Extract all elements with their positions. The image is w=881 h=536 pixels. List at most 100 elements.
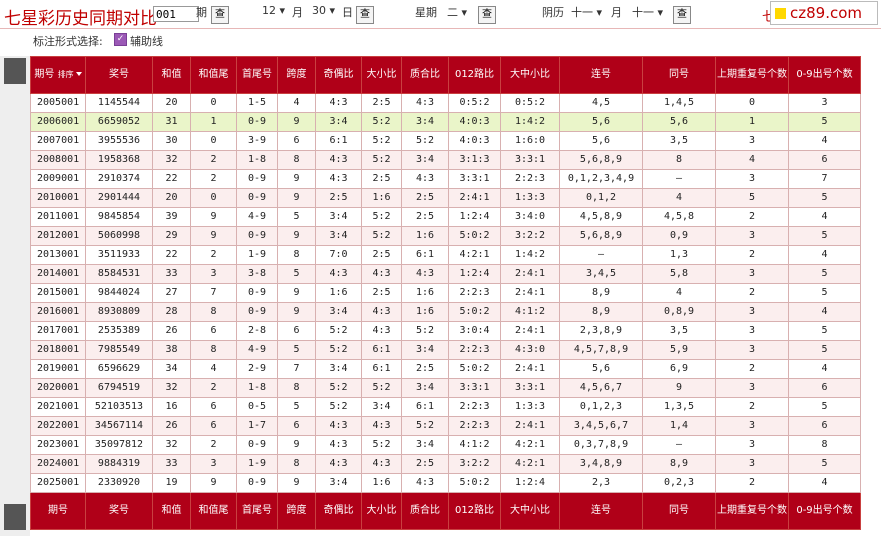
table-cell: 5,6,8,9	[559, 226, 643, 246]
table-cell: 2:5	[315, 188, 362, 208]
table-cell: 1:3:3	[500, 188, 560, 208]
lunar-day-select[interactable]: 十一 ▾	[632, 6, 664, 19]
table-cell: 3:4	[315, 473, 362, 493]
table-cell: 19	[152, 473, 191, 493]
table-row[interactable]: 2017001 2535389 26 6 2-8 6 5:2 4:3 5:2 3:0:4 2:4:1…	[30, 321, 861, 341]
table-cell: –	[642, 169, 716, 189]
table-cell: 0-9	[236, 435, 278, 455]
table-cell: 5:2	[401, 416, 449, 436]
table-cell: 3:4	[401, 112, 449, 132]
sort-icon[interactable]	[75, 72, 82, 76]
column-footer: 期号	[30, 492, 86, 530]
table-cell: 26	[152, 321, 191, 341]
helper-line-checkbox[interactable]: ✓	[114, 33, 127, 46]
issue-label: 期	[196, 6, 207, 19]
table-cell: 2009001	[30, 169, 86, 189]
table-row[interactable]: 2020001 6794519 32 2 1-8 8 5:2 5:2 3:4 3:3:1 3:3:1…	[30, 378, 861, 398]
table-row[interactable]: 2025001 2330920 19 9 0-9 9 3:4 1:6 4:3 5:0:2 1:2:4…	[30, 473, 861, 493]
table-row[interactable]: 2008001 1958368 32 2 1-8 8 4:3 5:2 3:4 3:1:3 3:3:1…	[30, 150, 861, 170]
table-cell: 34567114	[85, 416, 153, 436]
table-cell: 3	[190, 264, 237, 284]
table-cell: 8	[277, 150, 316, 170]
table-row[interactable]: 2007001 3955536 30 0 3-9 6 6:1 5:2 5:2 4:0:3 1:6:0…	[30, 131, 861, 151]
table-cell: 8584531	[85, 264, 153, 284]
table-row[interactable]: 2021001 52103513 16 6 0-5 5 5:2 3:4 6:1 2:2:3 1:3:…	[30, 397, 861, 417]
logo-square-icon	[775, 7, 786, 19]
table-row[interactable]: 2005001 1145544 20 0 1-5 4 4:3 2:5 4:3 0:5:2 0:5:2…	[30, 93, 861, 113]
table-cell: 7	[190, 283, 237, 303]
table-cell: 1:6	[315, 283, 362, 303]
table-row[interactable]: 2006001 6659052 31 1 0-9 9 3:4 5:2 3:4 4:0:3 1:4:2…	[30, 112, 861, 132]
table-cell: 8	[277, 245, 316, 265]
table-cell: 4	[788, 245, 861, 265]
table-cell: 6	[277, 321, 316, 341]
table-cell: 3	[715, 302, 789, 322]
history-table: 期号 排序 奖号 和值 和值尾 首尾号 跨度 奇偶比 大小比 质合比 012路比…	[30, 56, 861, 530]
table-cell: 6,9	[642, 359, 716, 379]
table-row[interactable]: 2009001 2910374 22 2 0-9 9 4:3 2:5 4:3 3:3:1 2:2:3…	[30, 169, 861, 189]
table-cell: 1:3:3	[500, 397, 560, 417]
query-button-week[interactable]: 查	[478, 6, 496, 24]
table-cell: 1-5	[236, 93, 278, 113]
table-cell: 4	[715, 150, 789, 170]
table-cell: 8	[642, 150, 716, 170]
table-cell: 5:2	[361, 150, 402, 170]
table-cell: 39	[152, 207, 191, 227]
table-cell: 6:1	[401, 245, 449, 265]
day-select[interactable]: 30 ▾	[312, 4, 336, 17]
table-cell: 4:3	[361, 321, 402, 341]
column-header-issue[interactable]: 期号 排序	[30, 56, 86, 94]
table-cell: 1-9	[236, 245, 278, 265]
table-cell: 4	[788, 473, 861, 493]
table-cell: 2	[190, 245, 237, 265]
site-logo[interactable]: cz89.com	[770, 1, 878, 25]
table-cell: 5,6	[559, 112, 643, 132]
lunar-month-select[interactable]: 十一 ▾	[571, 6, 603, 19]
query-button-lunar[interactable]: 查	[673, 6, 691, 24]
table-row[interactable]: 2022001 34567114 26 6 1-7 6 4:3 4:3 5:2 2:2:3 2:4:…	[30, 416, 861, 436]
table-cell: 5:2	[315, 321, 362, 341]
table-cell: 1,3,5	[642, 397, 716, 417]
table-cell: 2	[715, 397, 789, 417]
table-cell: 5:0:2	[448, 359, 501, 379]
table-row[interactable]: 2012001 5060998 29 9 0-9 9 3:4 5:2 1:6 5:0:2 3:2:2…	[30, 226, 861, 246]
table-cell: 5:2	[361, 112, 402, 132]
week-select[interactable]: 二 ▾	[447, 6, 468, 19]
table-cell: 5:0:2	[448, 473, 501, 493]
table-row[interactable]: 2024001 9884319 33 3 1-9 8 4:3 4:3 2:5 3:2:2 4:2:1…	[30, 454, 861, 474]
table-cell: 2:5	[401, 454, 449, 474]
query-button-date[interactable]: 查	[356, 6, 374, 24]
month-select[interactable]: 12 ▾	[262, 4, 286, 17]
table-cell: 7	[277, 359, 316, 379]
table-row[interactable]: 2019001 6596629 34 4 2-9 7 3:4 6:1 2:5 5:0:2 2:4:1…	[30, 359, 861, 379]
table-cell: 3	[715, 169, 789, 189]
table-cell: 2:2:3	[500, 169, 560, 189]
query-button-issue[interactable]: 查	[211, 6, 229, 24]
table-cell: 4-9	[236, 340, 278, 360]
table-cell: 2	[715, 207, 789, 227]
table-row[interactable]: 2023001 35097812 32 2 0-9 9 4:3 5:2 3:4 4:1:2 4:2:…	[30, 435, 861, 455]
table-row[interactable]: 2018001 7985549 38 8 4-9 5 5:2 6:1 3:4 2:2:3 4:3:0…	[30, 340, 861, 360]
table-cell: 2910374	[85, 169, 153, 189]
column-header: 奇偶比	[315, 56, 362, 94]
table-cell: 5	[788, 454, 861, 474]
table-cell: 5:2	[361, 435, 402, 455]
table-cell: 4:2:1	[448, 245, 501, 265]
table-cell: 5:0:2	[448, 226, 501, 246]
table-cell: 2,3	[559, 473, 643, 493]
table-row[interactable]: 2011001 9845854 39 9 4-9 5 3:4 5:2 2:5 1:2:4 3:4:0…	[30, 207, 861, 227]
table-cell: 6	[788, 150, 861, 170]
table-cell: 2:2:3	[448, 397, 501, 417]
table-row[interactable]: 2016001 8930809 28 8 0-9 9 3:4 4:3 1:6 5:0:2 4:1:2…	[30, 302, 861, 322]
issue-input[interactable]	[153, 6, 199, 22]
table-cell: 2	[190, 169, 237, 189]
table-row[interactable]: 2014001 8584531 33 3 3-8 5 4:3 4:3 4:3 1:2:4 2:4:1…	[30, 264, 861, 284]
table-row[interactable]: 2015001 9844024 27 7 0-9 9 1:6 2:5 1:6 2:2:3 2:4:1…	[30, 283, 861, 303]
table-cell: 32	[152, 378, 191, 398]
table-cell: 5:0:2	[448, 302, 501, 322]
table-row[interactable]: 2010001 2901444 20 0 0-9 9 2:5 1:6 2:5 2:4:1 1:3:3…	[30, 188, 861, 208]
table-cell: 2019001	[30, 359, 86, 379]
table-cell: 5:2	[361, 226, 402, 246]
table-row[interactable]: 2013001 3511933 22 2 1-9 8 7:0 2:5 6:1 4:2:1 1:4:2…	[30, 245, 861, 265]
table-cell: 3,4,5,6,7	[559, 416, 643, 436]
